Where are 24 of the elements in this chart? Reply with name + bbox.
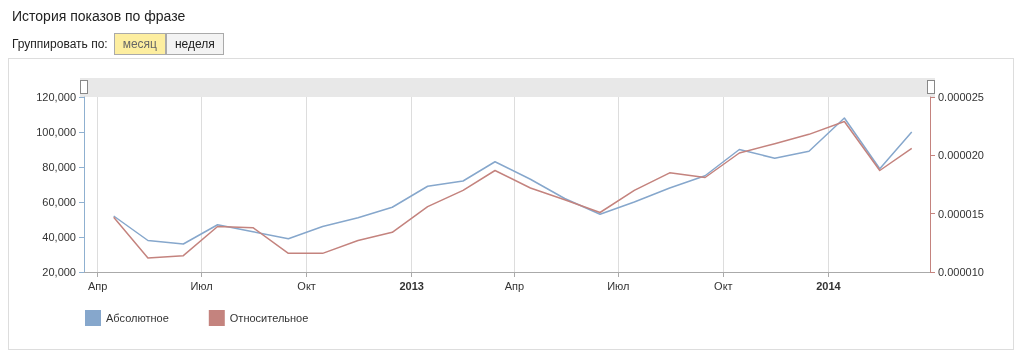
text: месяц (113, 33, 166, 55)
x-tick-label: Июл (607, 279, 630, 292)
legend-label: Абсолютное (106, 312, 169, 324)
y-tick-label: 20,000 (42, 266, 76, 278)
x-tick-label: Апр (87, 279, 108, 292)
y2-tick-label: 0.000015 (938, 207, 984, 220)
x-tick-label: Июл (190, 279, 213, 292)
text: Группировать по: (12, 37, 108, 51)
y-tick-label: 80,000 (42, 161, 76, 173)
y-tick-label: 120,000 (36, 91, 76, 103)
y-tick-label: 40,000 (42, 231, 76, 243)
y2-tick-label: 0.000020 (938, 149, 984, 162)
text: неделя (165, 33, 224, 55)
chart-title: История показов по фразе (12, 8, 186, 24)
x-tick-label: 2013 (399, 279, 424, 292)
y2-tick-label: 0.000010 (938, 266, 984, 278)
y-tick-label: 60,000 (42, 196, 76, 208)
x-tick-label: Апр (504, 279, 525, 292)
y-tick-label: 100,000 (36, 126, 76, 138)
x-tick-label: 2014 (816, 279, 842, 292)
x-tick-label: Окт (297, 279, 316, 292)
legend-label: Относительное (229, 312, 309, 324)
y2-tick-label: 0.000025 (938, 91, 984, 103)
x-tick-label: Окт (714, 279, 733, 292)
